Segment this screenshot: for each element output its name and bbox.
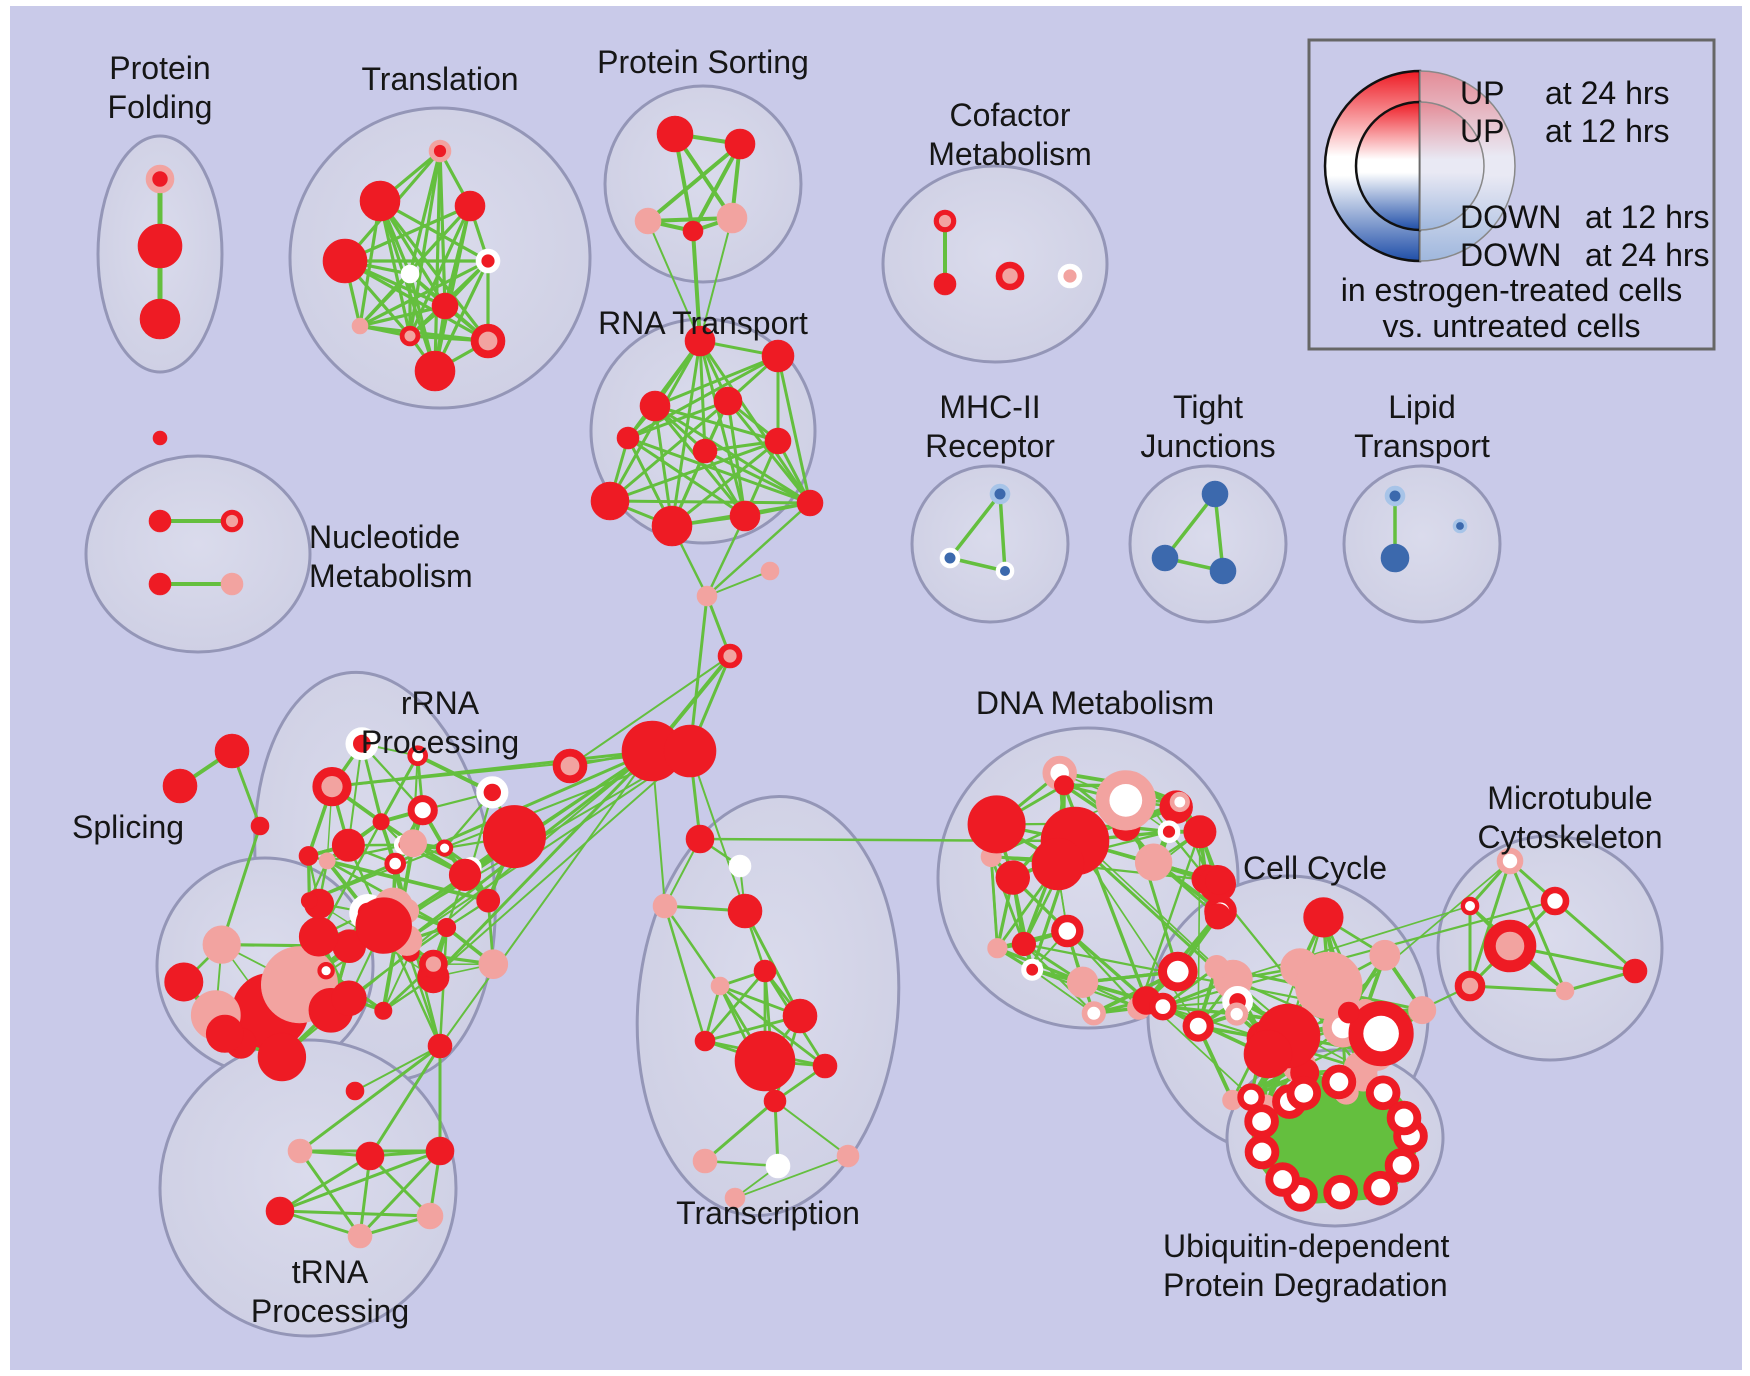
svg-text:at 24 hrs: at 24 hrs xyxy=(1585,237,1710,273)
svg-text:at 12 hrs: at 12 hrs xyxy=(1585,199,1710,235)
svg-text:RNA Transport: RNA Transport xyxy=(598,305,808,341)
svg-text:Folding: Folding xyxy=(108,89,213,125)
svg-text:Ubiquitin-dependent: Ubiquitin-dependent xyxy=(1163,1228,1450,1264)
svg-text:DNA Metabolism: DNA Metabolism xyxy=(976,685,1214,721)
svg-text:tRNA: tRNA xyxy=(292,1254,369,1290)
svg-text:Cytoskeleton: Cytoskeleton xyxy=(1478,819,1663,855)
svg-text:DOWN: DOWN xyxy=(1460,199,1561,235)
svg-text:in estrogen-treated cells: in estrogen-treated cells xyxy=(1341,272,1683,308)
svg-text:Splicing: Splicing xyxy=(72,809,184,845)
svg-text:Cell Cycle: Cell Cycle xyxy=(1243,850,1387,886)
svg-text:Processing: Processing xyxy=(251,1293,409,1329)
svg-text:at 12 hrs: at 12 hrs xyxy=(1545,113,1670,149)
svg-text:Translation: Translation xyxy=(361,61,518,97)
svg-text:Protein Degradation: Protein Degradation xyxy=(1163,1267,1448,1303)
svg-text:Protein: Protein xyxy=(109,50,210,86)
svg-text:Metabolism: Metabolism xyxy=(928,136,1092,172)
svg-text:Junctions: Junctions xyxy=(1140,428,1275,464)
svg-text:Lipid: Lipid xyxy=(1388,389,1456,425)
svg-text:at 24 hrs: at 24 hrs xyxy=(1545,75,1670,111)
svg-text:vs. untreated cells: vs. untreated cells xyxy=(1383,308,1641,344)
svg-text:Microtubule: Microtubule xyxy=(1487,780,1652,816)
svg-text:rRNA: rRNA xyxy=(401,685,480,721)
svg-text:Tight: Tight xyxy=(1173,389,1243,425)
svg-text:UP: UP xyxy=(1460,113,1504,149)
svg-text:Nucleotide: Nucleotide xyxy=(309,519,460,555)
svg-text:MHC-II: MHC-II xyxy=(939,389,1040,425)
svg-text:Protein Sorting: Protein Sorting xyxy=(597,44,809,80)
svg-text:UP: UP xyxy=(1460,75,1504,111)
svg-text:Processing: Processing xyxy=(361,724,519,760)
svg-text:Transport: Transport xyxy=(1354,428,1490,464)
svg-text:Metabolism: Metabolism xyxy=(309,558,473,594)
svg-text:Transcription: Transcription xyxy=(676,1195,860,1231)
svg-text:DOWN: DOWN xyxy=(1460,237,1561,273)
svg-text:Cofactor: Cofactor xyxy=(950,97,1071,133)
svg-text:Receptor: Receptor xyxy=(925,428,1055,464)
